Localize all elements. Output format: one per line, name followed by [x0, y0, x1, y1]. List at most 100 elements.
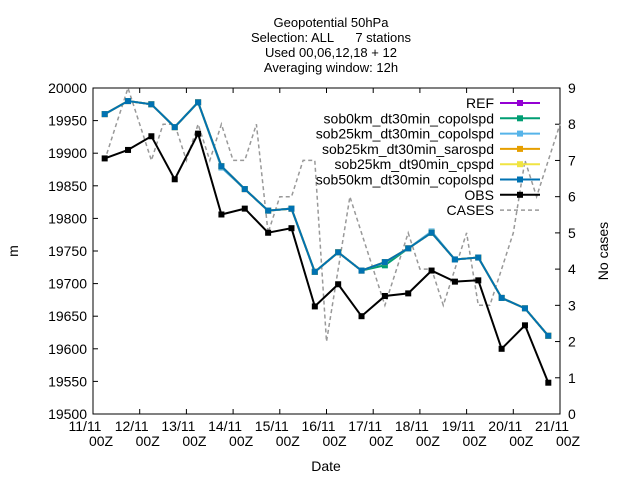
x-tick-label-date: 19/11 [442, 418, 476, 434]
data-point [521, 322, 528, 329]
x-tick-label-date: 13/11 [161, 418, 195, 434]
y-tick-label: 19650 [48, 308, 87, 324]
y2-tick-label: 1 [568, 370, 576, 386]
data-point [241, 205, 248, 212]
title-line-1: Geopotential 50hPa [274, 15, 390, 30]
data-point [428, 229, 435, 236]
data-point [311, 268, 318, 275]
title-line-2: Selection: ALL 7 stations [251, 30, 411, 45]
legend-label: sob25km_dt30min_sarospd [322, 141, 494, 157]
legend-label: sob25km_dt90min_cpspd [334, 156, 494, 172]
title-line-3: Used 00,06,12,18 + 12 [265, 45, 397, 60]
data-point [475, 277, 482, 284]
x-tick-label-date: 14/11 [208, 418, 242, 434]
data-point [288, 205, 295, 212]
chart-title: Geopotential 50hPa Selection: ALL 7 stat… [251, 15, 411, 75]
x-tick-label-hour: 00Z [556, 433, 581, 449]
data-point [265, 207, 272, 214]
x-tick-label-date: 20/11 [488, 418, 522, 434]
y-tick-label: 19850 [48, 178, 87, 194]
data-point [335, 281, 342, 288]
data-point [521, 305, 528, 312]
y-axis-label: m [5, 245, 21, 257]
x-tick-label-date: 11/11 [69, 418, 102, 434]
x-tick-label-date: 16/11 [302, 418, 336, 434]
data-point [358, 267, 365, 274]
x-tick-label-hour: 00Z [322, 433, 347, 449]
y2-tick-label: 2 [568, 334, 576, 350]
data-point [451, 278, 458, 285]
y2-tick-label: 0 [568, 406, 576, 422]
data-point [148, 101, 155, 108]
x-tick-label-date: 18/11 [395, 418, 429, 434]
y-tick-label: 19600 [48, 341, 87, 357]
data-point [498, 294, 505, 301]
y-tick-label: 19700 [48, 276, 87, 292]
data-point [195, 130, 202, 137]
legend-label: OBS [464, 187, 494, 203]
y2-tick-label: 6 [568, 189, 576, 205]
data-point [451, 256, 458, 263]
y2-axis-label: No cases [595, 222, 611, 280]
data-point [428, 267, 435, 274]
y2-tick-label: 4 [568, 261, 576, 277]
x-tick-label-hour: 00Z [416, 433, 441, 449]
y-tick-label: 20000 [48, 80, 87, 96]
y-tick-label: 19500 [48, 406, 87, 422]
x-tick-label-date: 12/11 [115, 418, 149, 434]
series-line [104, 130, 550, 384]
data-point [545, 332, 552, 339]
data-point [101, 111, 108, 118]
cases-line [103, 85, 561, 342]
data-point [335, 249, 342, 256]
data-point [475, 254, 482, 261]
x-tick-label-hour: 00Z [89, 433, 114, 449]
legend-label: sob25km_dt30min_copolspd [316, 126, 494, 142]
legend-marker [517, 161, 523, 168]
x-tick-label-date: 17/11 [348, 418, 382, 434]
y2-tick-label: 9 [568, 80, 576, 96]
x-tick-label-date: 15/11 [255, 418, 289, 434]
x-tick-label-hour: 00Z [182, 433, 207, 449]
data-point [218, 211, 225, 218]
y-tick-label: 19550 [48, 373, 87, 389]
x-tick-label-hour: 00Z [463, 433, 488, 449]
data-point [381, 262, 388, 269]
data-point [218, 163, 225, 170]
legend-marker [517, 145, 523, 152]
legend-label: REF [466, 95, 494, 111]
data-point [171, 124, 178, 131]
data-point [498, 345, 505, 352]
y-tick-label: 19800 [48, 210, 87, 226]
data-point [311, 303, 318, 310]
data-point [195, 99, 202, 106]
series-layer [101, 85, 561, 386]
x-tick-label-hour: 00Z [229, 433, 254, 449]
x-tick-label-hour: 00Z [276, 433, 301, 449]
legend-marker [517, 115, 523, 122]
data-point [125, 98, 132, 105]
y-tick-label: 19900 [48, 145, 87, 161]
x-tick-label-date: 21/11 [535, 418, 569, 434]
data-point [288, 225, 295, 232]
data-point [265, 229, 272, 236]
legend-label: sob0km_dt30min_copolspd [324, 110, 494, 126]
title-line-4: Averaging window: 12h [264, 60, 398, 75]
series-line [104, 99, 550, 337]
y2-tick-label: 3 [568, 297, 576, 313]
series-sob50km_dt30min_copolspd [101, 98, 552, 339]
data-point [148, 133, 155, 140]
series-OBS [101, 130, 552, 386]
y-tick-label: 19750 [48, 243, 87, 259]
x-tick-label-hour: 00Z [369, 433, 394, 449]
data-point [405, 245, 412, 252]
legend-label: CASES [447, 202, 494, 218]
data-point [125, 146, 132, 153]
data-point [545, 379, 552, 386]
legend-marker [517, 100, 523, 106]
x-tick-label-hour: 00Z [136, 433, 161, 449]
y2-tick-label: 8 [568, 116, 576, 132]
y-tick-label: 19950 [48, 113, 87, 129]
data-point [358, 313, 365, 320]
